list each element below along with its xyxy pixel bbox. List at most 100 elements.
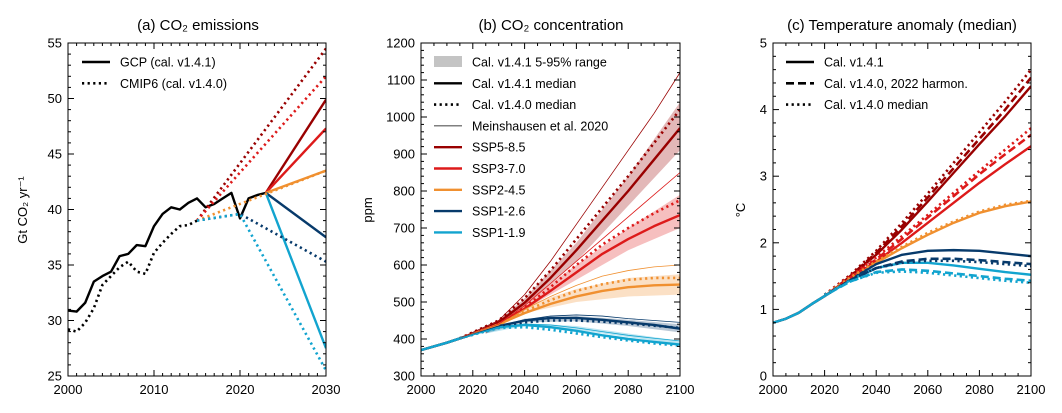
- series-line: [459, 172, 680, 339]
- series-line: [823, 199, 1031, 296]
- y-tick-label: 30: [48, 313, 62, 328]
- series-line: [68, 191, 267, 313]
- y-tick-label: 300: [393, 369, 415, 384]
- series-line: [773, 85, 1031, 324]
- x-tick-label: 2100: [666, 382, 695, 397]
- range-band: [485, 323, 680, 345]
- legend-label: SSP2-4.5: [472, 183, 526, 197]
- series-line: [829, 268, 1031, 294]
- x-tick-label: 2080: [614, 382, 643, 397]
- legend-label: GCP (cal. v1.4.1): [120, 56, 216, 70]
- series-line: [824, 270, 1031, 296]
- y-tick-label: 400: [393, 332, 415, 347]
- x-tick-label: 2060: [913, 382, 942, 397]
- y-tick-label: 3: [760, 169, 767, 184]
- y-tick-label: 5: [760, 36, 767, 51]
- series-line: [459, 72, 680, 339]
- legend-label: Cal. v1.4.1: [824, 56, 884, 70]
- y-tick-label: 700: [393, 221, 415, 236]
- legend: GCP (cal. v1.4.1) CMIP6 (cal. v1.4.0): [82, 56, 227, 91]
- series-line: [459, 264, 680, 339]
- y-tick-label: 35: [48, 258, 62, 273]
- series-line: [265, 191, 326, 239]
- panel-b-title: (b) CO₂ concentration: [478, 17, 623, 34]
- x-tick-label: 2100: [1017, 382, 1046, 397]
- series-line: [459, 323, 680, 342]
- x-tick-label: 2010: [140, 382, 169, 397]
- y-tick-label: 1: [760, 302, 767, 317]
- x-tick-label: 2030: [312, 382, 341, 397]
- panel-c-ylabel: °C: [733, 203, 748, 218]
- panel-a-title: (a) CO₂ emissions: [137, 17, 259, 34]
- y-tick-label: 1100: [387, 73, 415, 88]
- series-line: [459, 325, 680, 347]
- series-line: [196, 169, 326, 222]
- x-tick-label: 2040: [510, 382, 539, 397]
- y-tick-label: 500: [393, 295, 415, 310]
- x-tick-label: 2020: [226, 382, 255, 397]
- series-line: [773, 261, 1031, 324]
- series-line: [459, 276, 680, 340]
- x-tick-label: 2080: [965, 382, 994, 397]
- plot-area: [68, 47, 326, 372]
- legend-label: Cal. v1.4.0 median: [824, 98, 928, 112]
- legend: Cal. v1.4.1 Cal. v1.4.0, 2022 harmon. Cal.…: [786, 56, 968, 112]
- y-tick-label: 25: [48, 369, 62, 384]
- panel-a-ylabel: Gt CO₂ yr⁻¹: [15, 176, 30, 244]
- legend-label: Cal. v1.4.0, 2022 harmon.: [824, 77, 968, 91]
- panel-a: (a) CO₂ emissions Gt CO₂ yr⁻¹ 2000 2010 20…: [15, 17, 340, 397]
- y-tick-label: 1200: [386, 36, 415, 51]
- x-tick-label: 2000: [407, 382, 436, 397]
- series-line: [421, 316, 680, 352]
- series-line: [196, 212, 326, 372]
- legend-label: SSP5-8.5: [472, 141, 526, 155]
- legend-label: SSP1-1.9: [472, 226, 526, 240]
- y-tick-label: 900: [393, 147, 415, 162]
- series-line: [264, 192, 326, 349]
- series-line: [823, 127, 1031, 296]
- legend-label: Cal. v1.4.1 median: [472, 77, 576, 91]
- series-line: [823, 259, 1031, 296]
- plot-area: [773, 68, 1031, 324]
- series-line: [828, 76, 1031, 294]
- x-tick-label: 2060: [562, 382, 591, 397]
- series-line: [264, 127, 326, 194]
- x-tick-label: 2000: [54, 382, 83, 397]
- legend: Cal. v1.4.1 5-95% range Cal. v1.4.1 media…: [434, 56, 608, 240]
- series-line: [828, 133, 1031, 294]
- panel-b: (b) CO₂ concentration ppm 2000 2020 2040 20…: [360, 17, 694, 397]
- x-tick-label: 2020: [458, 382, 487, 397]
- legend-label: SSP3-7.0: [472, 162, 526, 176]
- series-line: [264, 98, 326, 194]
- y-tick-label: 800: [393, 184, 415, 199]
- y-tick-label: 40: [48, 202, 62, 217]
- y-tick-label: 55: [48, 36, 62, 51]
- series-line: [68, 219, 198, 333]
- panel-b-ylabel: ppm: [360, 197, 375, 222]
- range-band: [485, 274, 680, 334]
- legend-label: Cal. v1.4.1 5-95% range: [472, 56, 607, 70]
- x-tick-label: 2000: [759, 382, 788, 397]
- y-tick-label: 2: [760, 235, 767, 250]
- series-line: [459, 199, 680, 340]
- x-tick-label: 2040: [862, 382, 891, 397]
- y-tick-label: 1000: [386, 110, 415, 125]
- legend-label: Meinshausen et al. 2020: [472, 119, 608, 133]
- y-tick-label: 50: [48, 91, 62, 106]
- plot-area: [421, 72, 680, 352]
- panel-c-title: (c) Temperature anomaly (median): [787, 17, 1017, 34]
- y-tick-label: 4: [760, 102, 767, 117]
- series-line: [196, 212, 326, 263]
- series-line: [459, 314, 680, 339]
- legend-label: CMIP6 (cal. v1.4.0): [120, 77, 227, 91]
- series-line: [459, 108, 680, 340]
- series-line: [459, 319, 680, 340]
- series-line: [773, 145, 1031, 324]
- y-tick-label: 600: [393, 258, 415, 273]
- y-tick-label: 0: [760, 369, 767, 384]
- legend-label: SSP1-2.6: [472, 205, 526, 219]
- series-line: [196, 75, 326, 222]
- series-line: [829, 257, 1031, 294]
- x-tick-label: 2020: [810, 382, 839, 397]
